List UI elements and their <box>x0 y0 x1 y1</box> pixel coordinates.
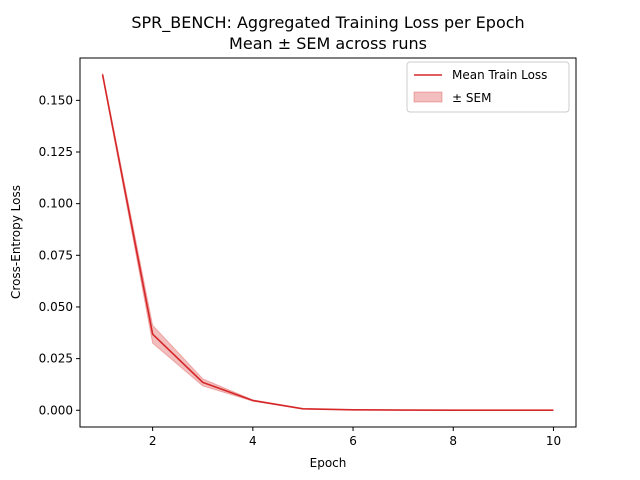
y-tick-label: 0.150 <box>39 93 73 107</box>
legend-label-mean: Mean Train Loss <box>452 68 547 82</box>
x-tick-label: 4 <box>249 434 257 448</box>
plot-area <box>79 57 577 428</box>
legend-box <box>406 61 570 113</box>
axis-ticks: 2 4 6 8 10 0.000 0.025 0.050 0.075 0.100 0.125 0.15… <box>39 93 561 448</box>
x-tick-label: 6 <box>349 434 357 448</box>
y-tick-label: 0.050 <box>39 300 73 314</box>
y-axis-label: Cross-Entropy Loss <box>9 185 23 299</box>
axes-frame <box>79 57 577 428</box>
y-tick-label: 0.025 <box>39 352 73 366</box>
legend-label-sem: ± SEM <box>452 91 491 105</box>
chart-subtitle: Mean ± SEM across runs <box>229 34 427 53</box>
x-tick-label: 10 <box>546 434 561 448</box>
x-tick-label: 2 <box>149 434 157 448</box>
x-axis-label: Epoch <box>310 456 347 470</box>
legend-band-swatch <box>413 91 443 103</box>
y-tick-label: 0.075 <box>39 248 73 262</box>
y-tick-label: 0.000 <box>39 403 73 417</box>
legend: Mean Train Loss ± SEM <box>406 61 570 113</box>
x-tick-label: 8 <box>449 434 457 448</box>
y-tick-label: 0.125 <box>39 145 73 159</box>
chart-title: SPR_BENCH: Aggregated Training Loss per … <box>131 13 524 33</box>
series-line-mean-train-loss <box>101 74 554 412</box>
y-tick-label: 0.100 <box>39 197 73 211</box>
